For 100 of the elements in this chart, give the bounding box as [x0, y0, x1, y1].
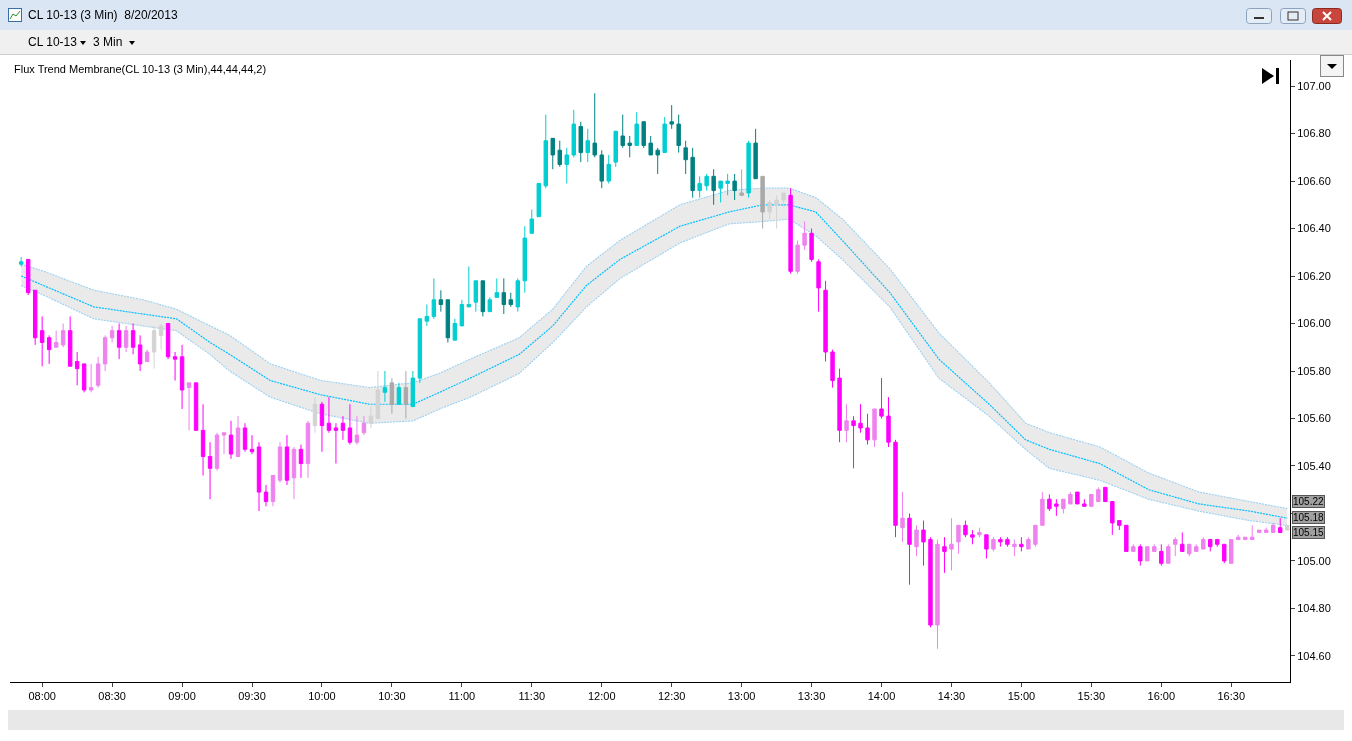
candlestick	[963, 520, 968, 538]
x-tick-label: 11:30	[518, 690, 546, 703]
candlestick	[809, 228, 814, 263]
candlestick	[466, 266, 472, 308]
candlestick	[25, 258, 31, 296]
text: 105.15	[1293, 527, 1325, 538]
candlestick	[1019, 536, 1024, 552]
candlestick	[1236, 534, 1241, 541]
candlestick	[1047, 493, 1052, 512]
x-tick-label: 13:30	[797, 690, 826, 703]
y-tick-label: 104.80	[1297, 602, 1331, 615]
candlestick	[375, 370, 381, 419]
text: 105.18	[1293, 512, 1325, 523]
candlestick	[172, 351, 178, 381]
x-tick-label: 16:00	[1147, 690, 1176, 703]
candlestick	[333, 422, 339, 465]
candlestick	[935, 539, 940, 650]
candlestick	[956, 524, 961, 555]
candlestick	[200, 403, 206, 476]
x-tick-label: 08:30	[98, 690, 126, 703]
y-tick-label: 106.00	[1297, 317, 1331, 330]
candlestick	[438, 289, 444, 313]
candlestick	[599, 149, 604, 189]
candlestick	[1117, 520, 1122, 531]
candlestick	[368, 406, 374, 429]
candlestick	[536, 182, 541, 218]
candlestick	[487, 296, 493, 313]
y-tick-label: 105.60	[1297, 412, 1331, 425]
candlestick	[249, 434, 255, 455]
candlestick	[53, 330, 59, 348]
candlestick	[179, 344, 185, 410]
candlestick	[1257, 529, 1262, 533]
candlestick	[613, 130, 618, 168]
candlestick	[109, 325, 115, 344]
candlestick	[263, 484, 269, 507]
chart-title: CL 10-13 (3 Min) 8/20/2013	[28, 8, 178, 22]
candlestick	[627, 135, 632, 158]
candlestick	[452, 318, 458, 341]
candlestick	[970, 529, 975, 545]
x-tick-label: 14:00	[867, 690, 896, 703]
candlestick	[669, 104, 674, 130]
candlestick	[851, 415, 856, 469]
candlestick	[1173, 536, 1178, 557]
candlestick	[312, 396, 318, 434]
candlestick	[592, 92, 597, 158]
candlestick	[74, 351, 80, 386]
candlestick	[1215, 539, 1220, 548]
candlestick	[123, 325, 129, 353]
candlestick	[340, 415, 346, 441]
candlestick	[214, 432, 220, 472]
candlestick	[907, 512, 912, 586]
candlestick	[732, 173, 737, 201]
candlestick	[914, 524, 919, 557]
candlestick	[1061, 498, 1066, 514]
candlestick	[291, 446, 297, 500]
candlestick	[102, 334, 108, 372]
y-tick-label: 106.20	[1297, 269, 1331, 282]
candlestick	[1124, 524, 1129, 552]
candlestick	[760, 175, 765, 230]
candlestick	[767, 199, 772, 220]
candlestick	[298, 444, 304, 479]
y-tick-label: 106.60	[1297, 174, 1331, 187]
x-tick-label: 12:00	[587, 690, 616, 703]
candlestick	[137, 334, 143, 372]
candlestick	[515, 277, 521, 313]
candlestick	[1284, 524, 1290, 531]
candlestick	[256, 441, 262, 512]
x-tick-label: 11:00	[448, 690, 476, 703]
candlestick	[1264, 527, 1269, 533]
candlestick	[648, 135, 653, 156]
candlestick	[704, 173, 709, 192]
candlestick	[1033, 524, 1038, 548]
candlestick	[228, 420, 234, 460]
candlestick	[1187, 543, 1192, 557]
candlestick	[1096, 486, 1101, 503]
candlestick	[417, 318, 423, 384]
candlestick	[235, 415, 241, 457]
candlestick	[319, 401, 325, 453]
candlestick	[879, 377, 884, 419]
candlestick	[1145, 546, 1150, 562]
candlestick	[1229, 539, 1234, 564]
candlestick	[886, 396, 891, 448]
candlestick	[697, 175, 702, 199]
candlestick	[473, 280, 479, 313]
candlestick	[578, 121, 583, 163]
candlestick	[1103, 486, 1108, 503]
x-tick-label: 10:00	[308, 690, 336, 703]
candlestick	[1089, 493, 1094, 507]
x-tick-label: 13:00	[727, 690, 756, 703]
candlestick	[1152, 543, 1157, 552]
candlestick	[774, 194, 779, 230]
candlestick	[158, 323, 164, 351]
candlestick	[942, 536, 947, 574]
candlestick	[116, 323, 122, 360]
candlestick	[1131, 543, 1136, 552]
candlestick	[1194, 543, 1199, 552]
candlestick	[1138, 543, 1143, 567]
chart-subtitle: Flux Trend Membrane(CL 10-13 (3 Min),44,44,44,2)	[14, 63, 267, 75]
candlestick	[998, 536, 1003, 548]
candlestick	[746, 140, 751, 199]
